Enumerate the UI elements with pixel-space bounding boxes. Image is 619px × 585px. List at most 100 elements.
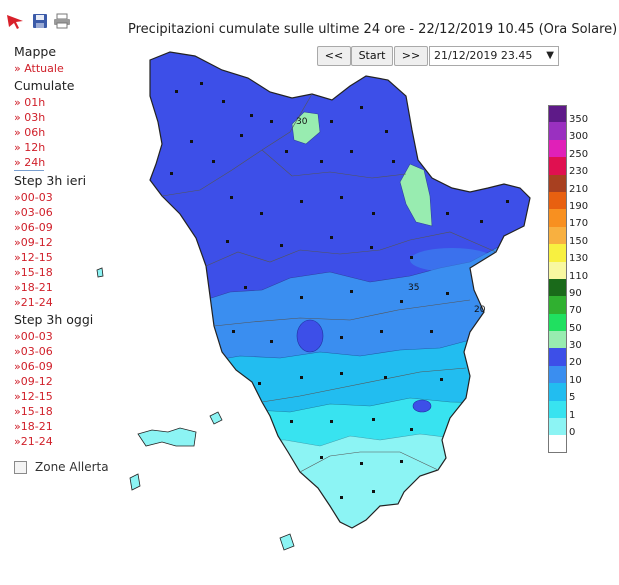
legend-swatch bbox=[548, 365, 567, 384]
legend-label: 300 bbox=[569, 131, 589, 143]
next-button[interactable]: >> bbox=[394, 46, 428, 66]
legend-label: 5 bbox=[569, 392, 576, 404]
legend-swatch bbox=[548, 261, 567, 279]
contour-label-20: 20 bbox=[474, 305, 486, 315]
section-step-oggi: Step 3h oggi bbox=[14, 312, 94, 327]
legend-label: 50 bbox=[569, 322, 582, 334]
legend-row: 350 bbox=[548, 105, 618, 125]
page-title: Precipitazioni cumulate sulle ultime 24 … bbox=[128, 22, 618, 37]
legend-row: 1 bbox=[548, 400, 618, 421]
legend-label: 90 bbox=[569, 287, 582, 299]
legend-swatch bbox=[548, 383, 567, 401]
start-button[interactable]: Start bbox=[351, 46, 393, 66]
legend-swatch bbox=[548, 331, 567, 349]
legend-swatch bbox=[548, 209, 567, 227]
legend-label: 110 bbox=[569, 270, 589, 282]
link-oggi-06-09[interactable]: »06-09 bbox=[14, 360, 53, 373]
legend-row: 0 bbox=[548, 418, 618, 439]
link-oggi-03-06[interactable]: »03-06 bbox=[14, 345, 53, 358]
red-arrow-icon[interactable] bbox=[6, 13, 24, 29]
legend-swatch bbox=[548, 400, 567, 419]
print-icon[interactable] bbox=[53, 13, 71, 29]
legend-label: 250 bbox=[569, 148, 589, 160]
legend-swatch bbox=[548, 191, 567, 210]
legend-label: 0 bbox=[569, 427, 576, 439]
legend-swatch bbox=[548, 435, 567, 453]
legend-row: 50 bbox=[548, 313, 618, 334]
section-step-ieri: Step 3h ieri bbox=[14, 173, 87, 188]
precipitation-map[interactable]: 35 30 20 bbox=[95, 14, 535, 569]
legend-label: 230 bbox=[569, 166, 589, 178]
legend-swatch bbox=[548, 174, 567, 192]
link-oggi-15-18[interactable]: »15-18 bbox=[14, 405, 53, 418]
sidebar-menu: Mappe » Attuale Cumulate » 01h » 03h » 0… bbox=[14, 42, 114, 449]
link-cumulate-06h[interactable]: » 06h bbox=[14, 126, 46, 139]
link-ieri-03-06[interactable]: »03-06 bbox=[14, 206, 53, 219]
section-cumulate: Cumulate bbox=[14, 78, 75, 93]
link-oggi-09-12[interactable]: »09-12 bbox=[14, 375, 53, 388]
chevron-down-icon: ▼ bbox=[546, 50, 554, 61]
region-border bbox=[149, 51, 531, 529]
legend-row: 130 bbox=[548, 244, 618, 265]
save-icon[interactable] bbox=[31, 13, 49, 29]
previous-button[interactable]: << bbox=[317, 46, 351, 66]
link-attuale[interactable]: » Attuale bbox=[14, 62, 64, 75]
legend-label: 70 bbox=[569, 305, 582, 317]
contour-label-35: 35 bbox=[408, 283, 419, 293]
link-ieri-12-15[interactable]: »12-15 bbox=[14, 251, 53, 264]
legend-swatch bbox=[548, 226, 567, 245]
legend-swatch bbox=[548, 157, 567, 175]
legend-swatch bbox=[548, 313, 567, 332]
legend-row: 90 bbox=[548, 278, 618, 299]
link-cumulate-12h[interactable]: » 12h bbox=[14, 141, 46, 154]
legend-label: 1 bbox=[569, 409, 576, 421]
link-ieri-06-09[interactable]: »06-09 bbox=[14, 221, 53, 234]
legend-label: 190 bbox=[569, 200, 589, 212]
legend-row: 230 bbox=[548, 157, 618, 178]
zone-allerta-checkbox[interactable] bbox=[14, 460, 27, 474]
link-ieri-18-21[interactable]: »18-21 bbox=[14, 281, 53, 294]
link-ieri-00-03[interactable]: »00-03 bbox=[14, 191, 53, 204]
link-ieri-09-12[interactable]: »09-12 bbox=[14, 236, 53, 249]
legend-label: 210 bbox=[569, 183, 589, 195]
legend-row: 70 bbox=[548, 296, 618, 317]
zone-allerta-toggle[interactable]: Zone Allerta bbox=[14, 459, 109, 475]
legend-row: 10 bbox=[548, 365, 618, 386]
legend-label: 10 bbox=[569, 374, 582, 386]
legend-row: 30 bbox=[548, 331, 618, 352]
legend-label: 30 bbox=[569, 340, 582, 352]
legend-row bbox=[548, 435, 618, 453]
province-borders bbox=[161, 93, 497, 473]
link-cumulate-03h[interactable]: » 03h bbox=[14, 111, 46, 124]
link-oggi-18-21[interactable]: »18-21 bbox=[14, 420, 53, 433]
legend-swatch bbox=[548, 296, 567, 314]
link-ieri-21-24[interactable]: »21-24 bbox=[14, 296, 53, 309]
legend-swatch bbox=[548, 278, 567, 297]
legend-row: 170 bbox=[548, 209, 618, 230]
legend-row: 190 bbox=[548, 191, 618, 212]
link-cumulate-01h[interactable]: » 01h bbox=[14, 96, 46, 109]
link-oggi-12-15[interactable]: »12-15 bbox=[14, 390, 53, 403]
legend-label: 170 bbox=[569, 218, 589, 230]
legend-label: 130 bbox=[569, 253, 589, 265]
link-ieri-15-18[interactable]: »15-18 bbox=[14, 266, 53, 279]
section-mappe: Mappe bbox=[14, 44, 57, 59]
legend-label: 20 bbox=[569, 357, 582, 369]
legend-row: 250 bbox=[548, 139, 618, 160]
link-oggi-21-24[interactable]: »21-24 bbox=[14, 435, 53, 448]
legend-swatch bbox=[548, 139, 567, 158]
color-legend: 350 300 250 230 210 190 170 150 130 110 … bbox=[548, 105, 618, 453]
legend-swatch bbox=[548, 418, 567, 436]
islands bbox=[96, 267, 295, 551]
legend-label: 150 bbox=[569, 235, 589, 247]
legend-row: 210 bbox=[548, 174, 618, 195]
legend-row: 110 bbox=[548, 261, 618, 282]
legend-row: 150 bbox=[548, 226, 618, 247]
legend-swatch bbox=[548, 348, 567, 366]
link-oggi-00-03[interactable]: »00-03 bbox=[14, 330, 53, 343]
time-select[interactable]: 21/12/2019 23.45 ▼ bbox=[429, 46, 559, 66]
link-cumulate-24h[interactable]: » 24h bbox=[14, 156, 46, 171]
legend-swatch bbox=[548, 244, 567, 262]
legend-label: 350 bbox=[569, 114, 589, 125]
legend-swatch bbox=[548, 122, 567, 140]
